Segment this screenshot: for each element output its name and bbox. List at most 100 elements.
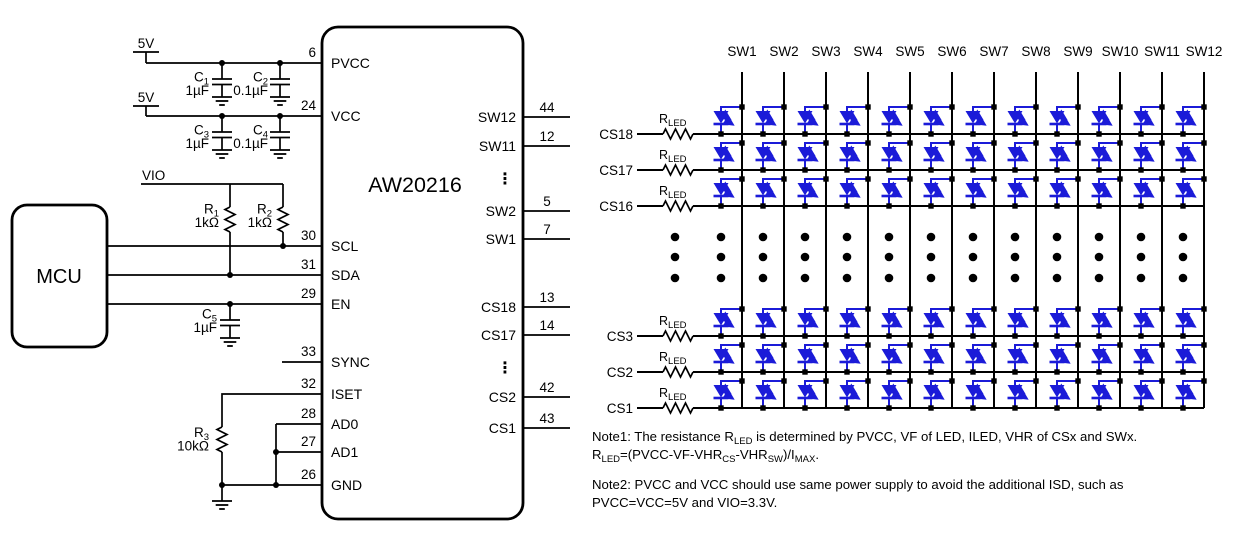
led-cell xyxy=(1049,176,1081,209)
ellipsis-dot xyxy=(670,252,680,262)
emission-arrow xyxy=(1184,150,1197,162)
capacitor-c5 xyxy=(220,304,240,347)
junction-dot xyxy=(970,131,976,137)
component-label-c4: C4 xyxy=(253,123,268,141)
led-cell xyxy=(839,378,871,411)
emission-arrow xyxy=(1100,388,1113,400)
emission-arrow xyxy=(974,150,987,162)
emission-arrow xyxy=(848,114,861,126)
text-run: . xyxy=(815,447,819,462)
emission-arrow xyxy=(890,316,903,328)
emission-arrow xyxy=(848,388,861,400)
junction-dot xyxy=(1117,342,1123,348)
cs-row-CS2: CS2 RLED xyxy=(607,342,1207,380)
led-cell xyxy=(881,176,913,209)
led-cell xyxy=(1133,378,1165,411)
led-cell xyxy=(755,104,787,137)
rled-resistor xyxy=(662,365,694,379)
led-cell xyxy=(713,104,745,137)
pin-number: 43 xyxy=(539,411,554,426)
subscript: 2 xyxy=(267,209,272,220)
ellipsis-dot xyxy=(1010,273,1020,283)
junction-dot xyxy=(928,167,934,173)
emission-arrow xyxy=(806,352,819,364)
emission-arrow xyxy=(764,186,777,198)
pin-label: SCL xyxy=(331,238,358,254)
chip-pin-CS1: 43 CS1 xyxy=(489,411,570,436)
junction-dot xyxy=(1180,369,1186,375)
emission-arrow xyxy=(848,150,861,162)
component-label-c3: C3 xyxy=(194,123,209,141)
junction-dot xyxy=(844,405,850,411)
sw-column-label: SW9 xyxy=(1063,44,1092,59)
junction-dot xyxy=(1201,306,1207,312)
led-cell xyxy=(1133,176,1165,209)
emission-arrow xyxy=(722,186,735,198)
pin-number: 31 xyxy=(301,257,316,272)
emission-arrow xyxy=(1016,316,1029,328)
sw-column-label: SW10 xyxy=(1102,44,1139,59)
emission-arrow xyxy=(1058,114,1071,126)
text-run: is determined by PVCC, VF of LED, ILED, … xyxy=(752,429,1137,444)
note2-line1: Note2: PVCC and VCC should use same powe… xyxy=(592,477,1124,492)
emission-arrow xyxy=(806,316,819,328)
junction-dot xyxy=(991,104,997,110)
mcu-block xyxy=(10,203,109,349)
led-cell xyxy=(881,140,913,173)
junction-dot xyxy=(823,306,829,312)
junction-dot xyxy=(970,405,976,411)
aw20216-chip: AW20216 6 PVCC 24 VCC 30 SCL 31 SDA 29 EN 33 SYNC 32… xyxy=(301,25,570,521)
junction-dot xyxy=(949,176,955,182)
pin-label: SW11 xyxy=(479,138,516,154)
junction-dot xyxy=(865,306,871,312)
text-run: =(PVCC-VF-VHR xyxy=(620,447,722,462)
led-cell xyxy=(713,342,745,375)
component-label-r2: R2 xyxy=(257,202,272,220)
emission-arrow xyxy=(974,186,987,198)
junction-dot xyxy=(1138,203,1144,209)
junction-dot xyxy=(907,378,913,384)
emission-arrow xyxy=(1016,388,1029,400)
junction-dot xyxy=(1096,167,1102,173)
ground-icon xyxy=(212,500,232,510)
junction-dot xyxy=(823,176,829,182)
ground-icon xyxy=(220,337,240,347)
led-cell xyxy=(1133,306,1165,339)
subscript: 1 xyxy=(204,77,209,88)
junction-dot xyxy=(1138,369,1144,375)
led-cell xyxy=(755,378,787,411)
ellipsis-dot xyxy=(800,273,810,283)
emission-arrow xyxy=(764,150,777,162)
junction-dot xyxy=(1201,176,1207,182)
resistor-r1 xyxy=(223,206,237,233)
pin-number: 29 xyxy=(301,286,316,301)
cs-row-label: CS1 xyxy=(607,401,633,416)
ellipsis-dot xyxy=(800,232,810,242)
junction-dot xyxy=(1054,405,1060,411)
junction-dot xyxy=(1012,167,1018,173)
emission-arrow xyxy=(764,388,777,400)
chip-pin-VCC: 24 VCC xyxy=(301,98,361,124)
cs-row-label: CS3 xyxy=(607,329,633,344)
junction-dot xyxy=(1159,378,1165,384)
junction-dot xyxy=(886,369,892,375)
junction-dot xyxy=(907,140,913,146)
junction-dot xyxy=(1180,203,1186,209)
junction-dot xyxy=(1075,378,1081,384)
junction-dot xyxy=(739,342,745,348)
junction-dot xyxy=(802,203,808,209)
subscript: CS xyxy=(722,454,735,465)
ellipsis-dot xyxy=(716,273,726,283)
emission-arrow xyxy=(1100,150,1113,162)
led-cell xyxy=(1007,104,1039,137)
junction-dot xyxy=(949,104,955,110)
pin-label: CS1 xyxy=(489,420,516,436)
rled-resistor xyxy=(662,127,694,141)
pin-number: 32 xyxy=(301,376,316,391)
emission-arrow xyxy=(764,114,777,126)
junction-dot xyxy=(865,104,871,110)
ellipsis-dot xyxy=(670,273,680,283)
junction-dot xyxy=(1180,405,1186,411)
text-run: C xyxy=(253,123,263,138)
led-cell xyxy=(755,342,787,375)
